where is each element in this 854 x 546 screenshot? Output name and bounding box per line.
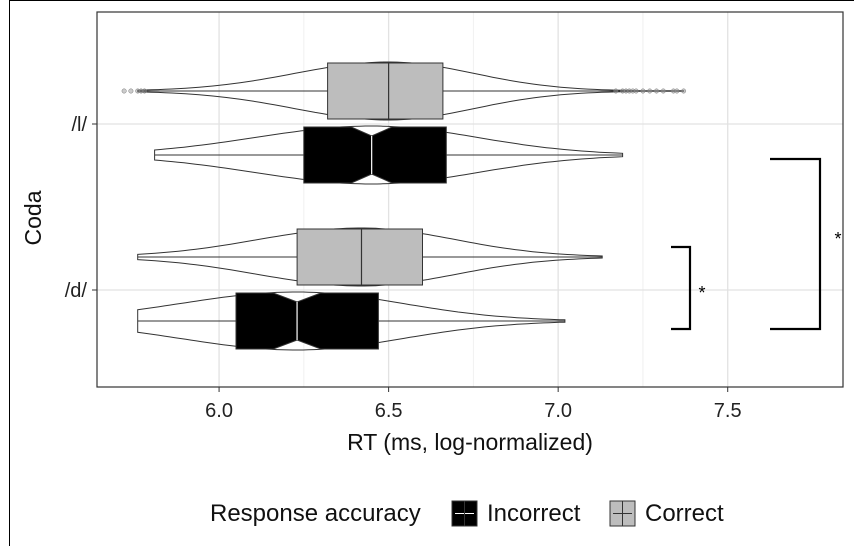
y-axis-title: Coda	[20, 190, 46, 245]
outlier-layer	[121, 88, 687, 94]
legend-label-correct: Correct	[645, 500, 724, 527]
outlier-l-correct	[121, 88, 127, 94]
legend-title: Response accuracy	[210, 500, 421, 527]
y-tick-label: /d/	[65, 280, 88, 302]
significance-bracket-d	[671, 245, 692, 331]
x-tick-label: 6.0	[205, 400, 233, 422]
tick-layer: 6.0 6.5 7.0 7.5/l/ /d/	[65, 114, 742, 422]
x-tick-label: 7.5	[714, 400, 742, 422]
x-tick-label: 7.0	[544, 400, 572, 422]
figure-frame	[9, 0, 854, 546]
annotation-layer: **	[671, 157, 842, 331]
significance-star-d: *	[698, 283, 705, 303]
outlier-l-correct	[681, 88, 687, 94]
box-l-correct	[327, 62, 444, 120]
legend-key-incorrect	[451, 500, 478, 527]
violin-d-correct	[137, 227, 603, 287]
outlier-l-correct	[660, 88, 666, 94]
outlier-l-correct	[647, 88, 653, 94]
plot-panel-border	[96, 11, 844, 388]
y-tick-label: /l/	[71, 114, 87, 136]
significance-star-l-d: *	[834, 229, 841, 249]
outlier-l-correct	[613, 88, 619, 94]
box-d-incorrect	[235, 292, 379, 350]
outlier-l-correct	[654, 88, 659, 94]
x-tick-label: 6.5	[375, 400, 403, 422]
box-d-correct	[296, 228, 423, 286]
grid-layer	[97, 12, 843, 387]
significance-bracket-l-d	[770, 157, 822, 331]
x-axis-title: RT (ms, log-normalized)	[347, 429, 593, 455]
outlier-l-correct	[674, 88, 680, 94]
outlier-l-correct	[633, 88, 639, 94]
outlier-l-correct	[640, 88, 646, 94]
box-l-incorrect	[303, 126, 447, 184]
box-layer	[137, 62, 684, 350]
outlier-l-correct	[128, 88, 134, 94]
violin-d-incorrect	[137, 291, 566, 351]
outlier-l-correct	[142, 88, 147, 94]
legend: Response accuracy Incorrect Correct	[210, 500, 724, 527]
legend-key-correct	[609, 500, 636, 527]
legend-label-incorrect: Incorrect	[487, 500, 581, 527]
